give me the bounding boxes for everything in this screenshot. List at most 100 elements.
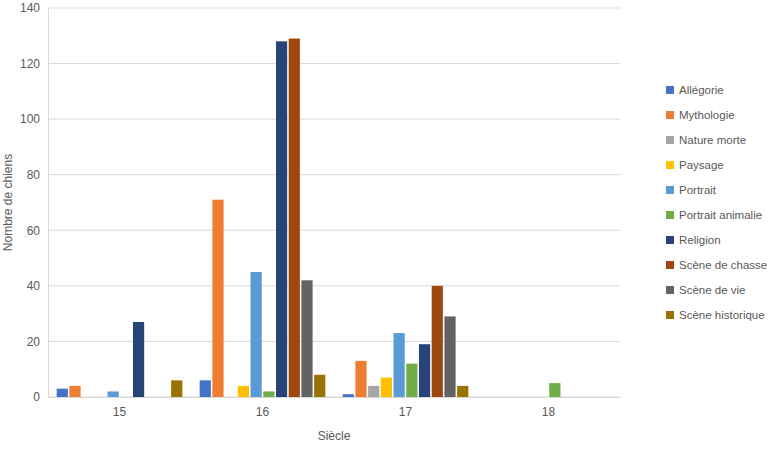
legend-label: Scène de vie xyxy=(679,284,746,296)
legend-swatch xyxy=(666,161,674,169)
x-tick: 17 xyxy=(399,397,413,419)
y-tick: 100 xyxy=(20,112,48,126)
x-tick-label: 16 xyxy=(256,405,270,419)
bar xyxy=(238,386,249,397)
bar xyxy=(69,386,80,397)
x-axis: 15 16 17 18 xyxy=(49,397,621,419)
y-tick: 140 xyxy=(20,1,48,15)
y-tick: 120 xyxy=(20,57,48,71)
plot-area: 0 20 40 60 80 100 120 140 15 16 17 18 xyxy=(20,1,621,418)
bar-series xyxy=(133,41,430,397)
bar xyxy=(486,397,497,398)
bar xyxy=(57,389,68,397)
bar xyxy=(158,397,169,398)
legend-swatch xyxy=(666,311,674,319)
legend-swatch xyxy=(666,236,674,244)
bar-series xyxy=(171,375,468,397)
legend-swatch xyxy=(666,186,674,194)
bar xyxy=(457,386,468,397)
bar-series xyxy=(368,386,379,397)
bar xyxy=(251,272,262,397)
y-tick: 80 xyxy=(27,168,48,182)
y-tick-label: 140 xyxy=(20,1,40,15)
legend-label: Scène historique xyxy=(679,309,765,321)
bar xyxy=(575,397,586,398)
x-tick: 15 xyxy=(113,397,127,419)
x-tick: 16 xyxy=(256,397,270,419)
bar xyxy=(381,378,392,397)
bar xyxy=(444,316,455,397)
legend-label: Nature morte xyxy=(679,134,746,146)
x-tick-label: 15 xyxy=(113,405,127,419)
legend-swatch xyxy=(666,111,674,119)
legend-item: Scène de vie xyxy=(666,284,746,296)
bar xyxy=(301,280,312,397)
legend-swatch xyxy=(666,136,674,144)
bar xyxy=(289,39,300,397)
y-tick-label: 60 xyxy=(27,224,41,238)
bar-series xyxy=(108,272,405,397)
bar xyxy=(133,322,144,397)
y-tick-label: 100 xyxy=(20,112,40,126)
y-tick-label: 0 xyxy=(33,390,40,404)
legend-item: Paysage xyxy=(666,159,724,171)
bar xyxy=(549,383,560,397)
x-tick-label: 17 xyxy=(399,405,413,419)
legend-item: Scène de chasse xyxy=(666,259,767,271)
bar xyxy=(524,397,535,398)
bar xyxy=(276,41,287,397)
bar xyxy=(82,397,93,398)
legend-label: Paysage xyxy=(679,159,724,171)
bar xyxy=(200,380,211,397)
legend-label: Religion xyxy=(679,234,721,246)
y-tick-label: 80 xyxy=(27,168,41,182)
bar xyxy=(432,286,443,397)
bar xyxy=(212,200,223,397)
bar xyxy=(537,397,548,398)
grid-line xyxy=(48,63,620,64)
legend-label: Mythologie xyxy=(679,109,735,121)
bar xyxy=(146,397,157,398)
legend: Allégorie Mythologie Nature morte Paysage Po… xyxy=(666,84,767,321)
bar xyxy=(498,397,509,398)
bar xyxy=(600,397,611,398)
legend-item: Nature morte xyxy=(666,134,746,146)
grid-line xyxy=(48,119,620,120)
legend-item: Allégorie xyxy=(666,84,724,96)
y-tick-label: 40 xyxy=(27,279,41,293)
y-tick-label: 20 xyxy=(27,335,41,349)
y-axis: 0 20 40 60 80 100 120 140 xyxy=(20,1,49,404)
bar xyxy=(343,394,354,397)
legend-swatch xyxy=(666,286,674,294)
legend-item: Mythologie xyxy=(666,109,735,121)
x-tick-label: 18 xyxy=(542,405,556,419)
y-axis-line xyxy=(48,9,49,398)
y-tick: 0 xyxy=(33,390,48,404)
y-tick: 20 xyxy=(27,335,48,349)
legend-label: Allégorie xyxy=(679,84,724,96)
bar xyxy=(108,391,119,397)
bar xyxy=(355,361,366,397)
bar xyxy=(314,375,325,397)
bar xyxy=(587,397,598,398)
bar xyxy=(406,364,417,397)
legend-label: Portrait xyxy=(679,184,717,196)
bar-series xyxy=(301,280,455,397)
legend-label: Portrait animalie xyxy=(679,209,762,221)
bar xyxy=(171,380,182,397)
bar-series xyxy=(69,200,366,397)
bar xyxy=(562,397,573,398)
y-tick: 40 xyxy=(27,279,48,293)
bar xyxy=(511,397,522,398)
legend-swatch xyxy=(666,261,674,269)
legend-swatch xyxy=(666,86,674,94)
y-axis-title: Nombre de chiens xyxy=(1,154,15,251)
bar xyxy=(95,397,106,398)
legend-swatch xyxy=(666,211,674,219)
y-tick: 60 xyxy=(27,224,48,238)
bar xyxy=(419,344,430,397)
grid-line xyxy=(48,174,620,175)
legend-item: Scène historique xyxy=(666,309,765,321)
x-tick: 18 xyxy=(542,397,556,419)
legend-item: Religion xyxy=(666,234,721,246)
